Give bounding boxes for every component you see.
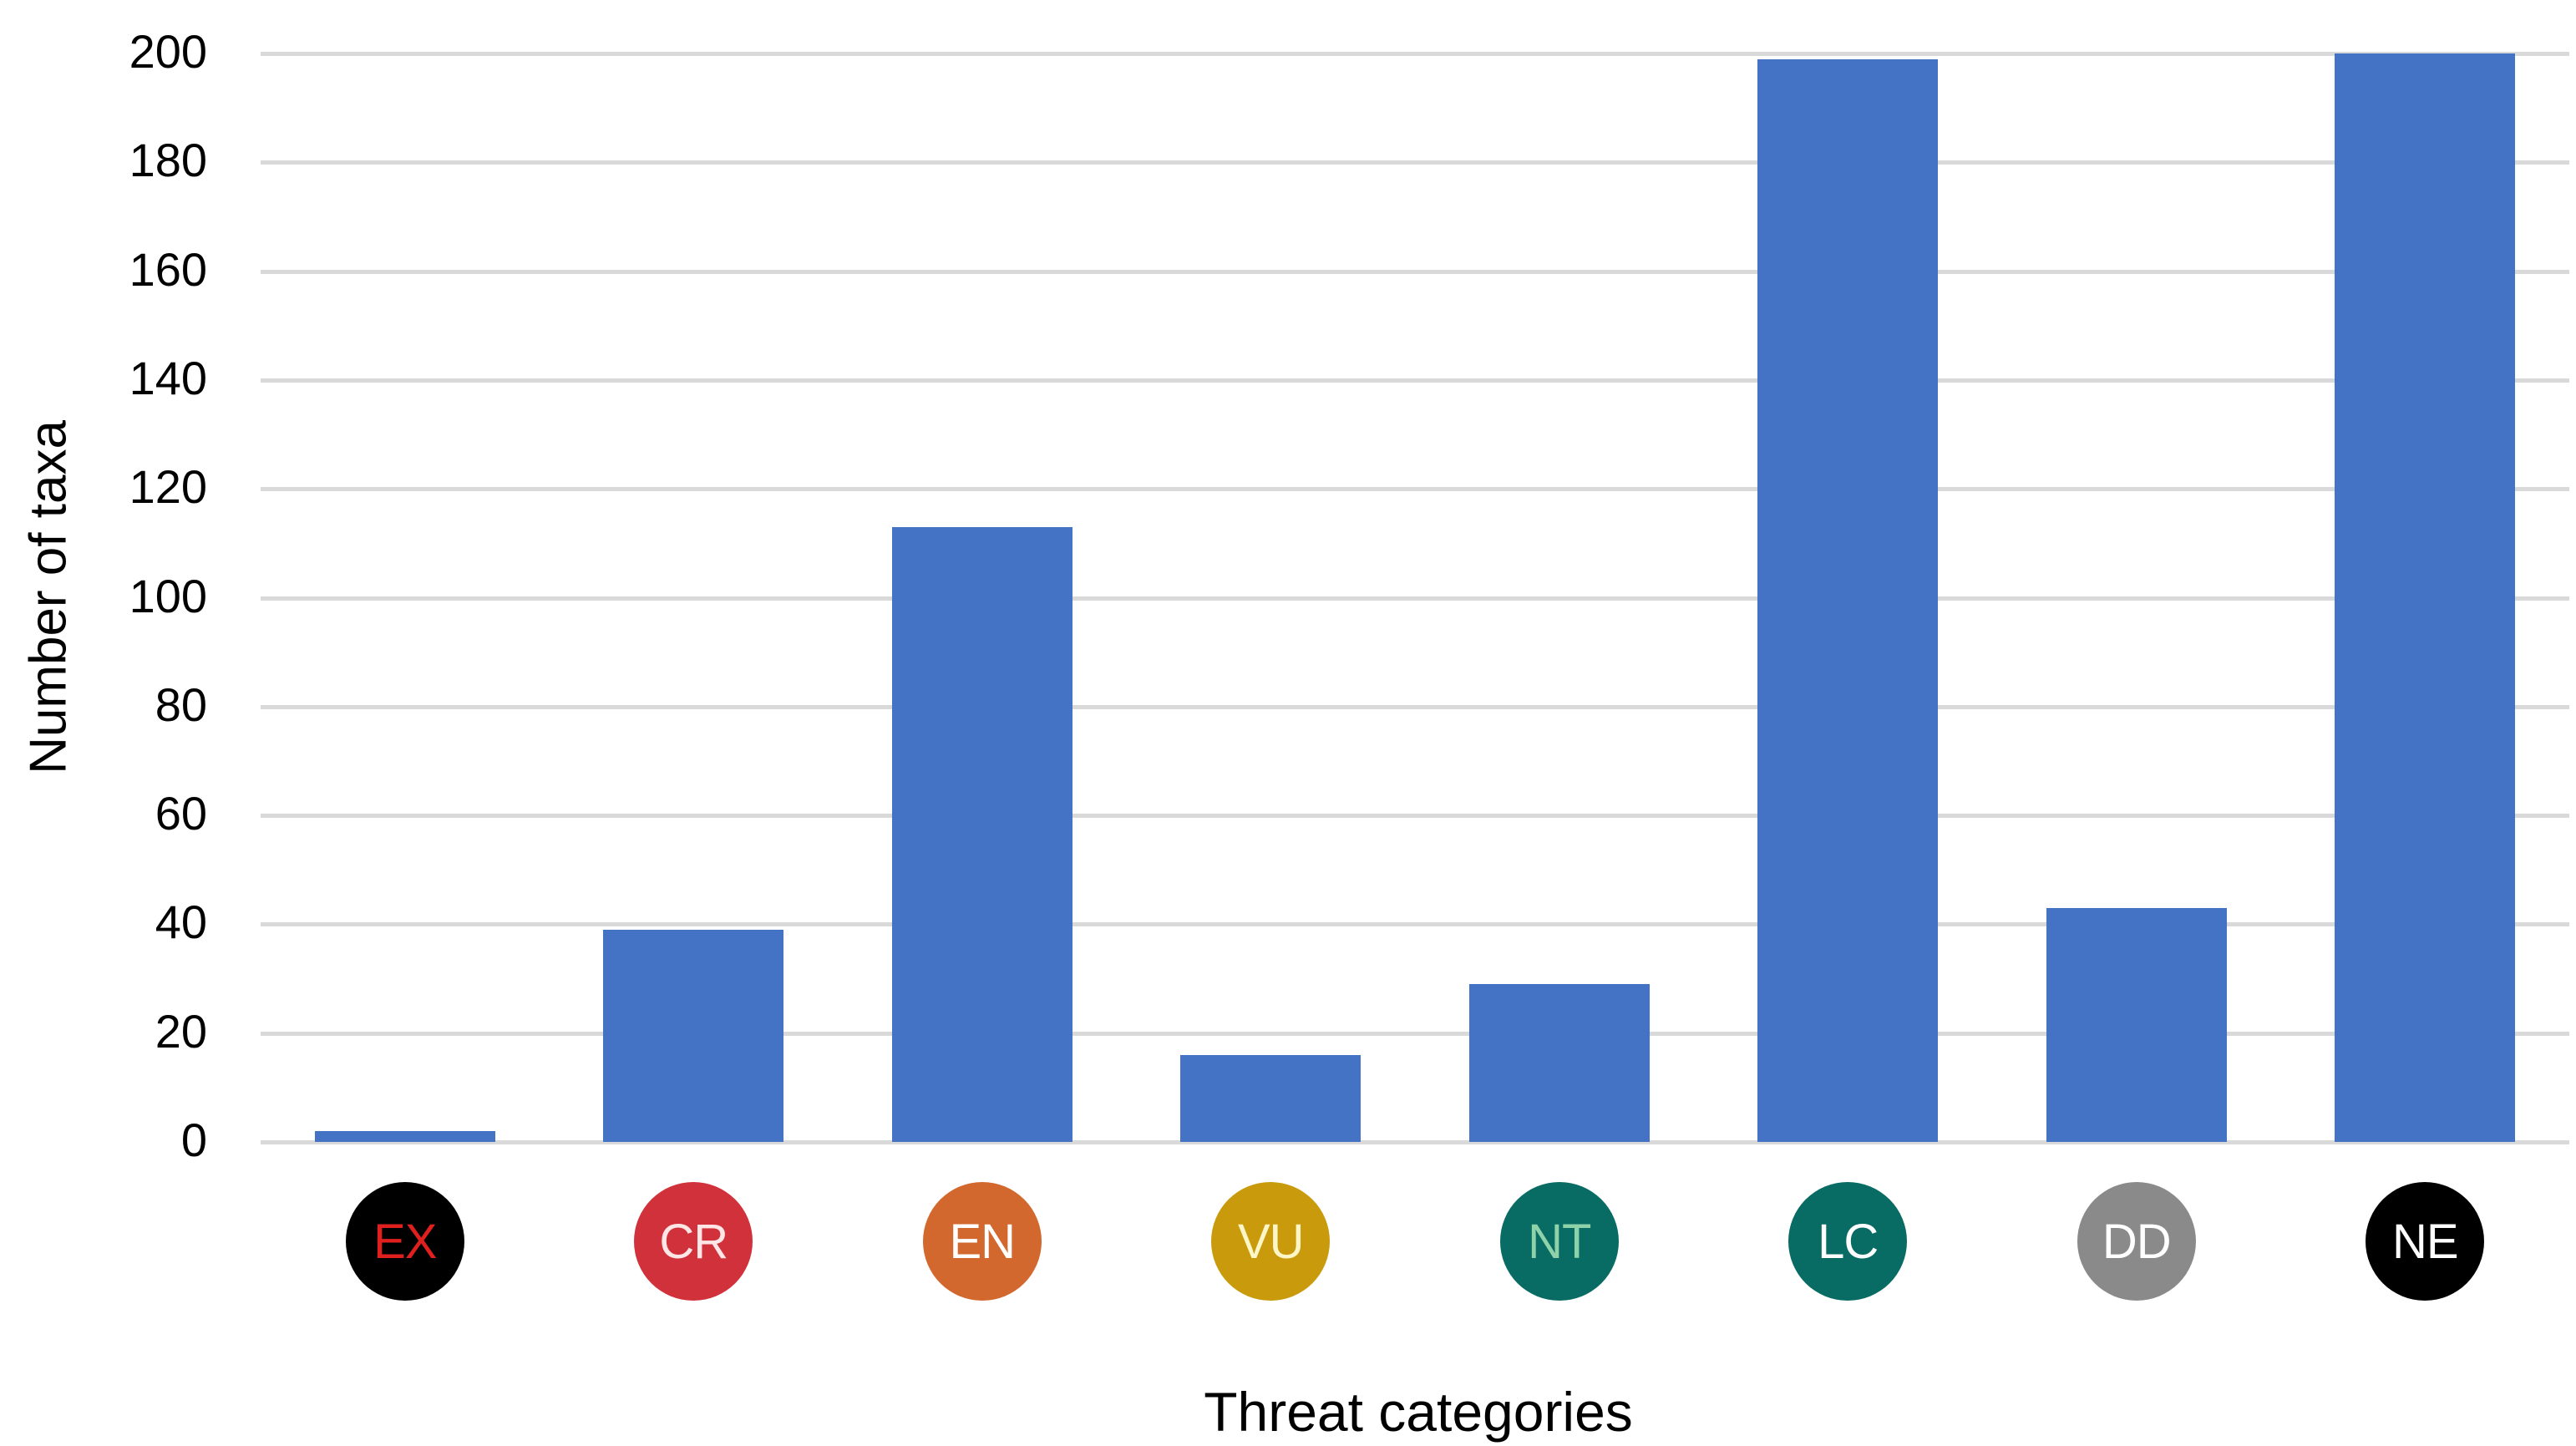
bar-cr	[603, 929, 784, 1142]
y-tick-label: 60	[155, 787, 207, 840]
gridline-120	[261, 487, 2569, 492]
y-tick-label: 20	[155, 1004, 207, 1058]
bar-dd	[2046, 907, 2227, 1142]
bar-vu	[1180, 1054, 1362, 1142]
y-tick-label: 180	[129, 134, 207, 187]
gridline-0	[261, 1140, 2569, 1144]
y-tick-label: 120	[129, 460, 207, 514]
bar-ne	[2335, 53, 2516, 1142]
y-tick-label: 200	[129, 25, 207, 78]
x-axis-title: Threat categories	[1204, 1381, 1633, 1443]
category-label: LC	[1818, 1214, 1879, 1269]
category-badge-vu-icon: VU	[1211, 1182, 1331, 1301]
category-badge-lc-icon: LC	[1788, 1182, 1908, 1301]
category-badge-dd-icon: DD	[2077, 1182, 2196, 1301]
category-label: EX	[373, 1214, 437, 1269]
gridline-40	[261, 922, 2569, 927]
gridline-60	[261, 814, 2569, 819]
category-label: NT	[1528, 1214, 1591, 1269]
category-badge-cr-icon: CR	[634, 1182, 753, 1301]
bar-ex	[314, 1130, 495, 1142]
gridline-20	[261, 1031, 2569, 1036]
category-badge-ex-icon: EX	[345, 1182, 464, 1301]
category-label: CR	[659, 1214, 728, 1269]
bar-en	[891, 526, 1072, 1142]
gridline-200	[261, 52, 2569, 56]
y-tick-label: 0	[180, 1114, 207, 1166]
bar-lc	[1757, 58, 1939, 1142]
y-tick-label: 140	[129, 351, 207, 404]
gridline-100	[261, 596, 2569, 601]
category-badge-ne-icon: NE	[2366, 1182, 2485, 1301]
category-badge-nt-icon: NT	[1499, 1182, 1619, 1301]
y-axis-title: Number of taxa	[19, 420, 78, 774]
gridline-160	[261, 269, 2569, 274]
y-tick-label: 80	[155, 677, 207, 731]
gridline-80	[261, 704, 2569, 709]
gridline-140	[261, 378, 2569, 383]
category-label: VU	[1237, 1214, 1305, 1269]
category-label: EN	[949, 1214, 1016, 1269]
bar-nt	[1468, 984, 1650, 1142]
y-tick-label: 40	[155, 896, 207, 949]
y-tick-label: 100	[129, 569, 207, 622]
category-label: NE	[2391, 1214, 2459, 1269]
category-badge-en-icon: EN	[922, 1182, 1042, 1301]
gridline-180	[261, 160, 2569, 165]
y-tick-label: 160	[129, 242, 207, 296]
category-label: DD	[2102, 1214, 2172, 1269]
